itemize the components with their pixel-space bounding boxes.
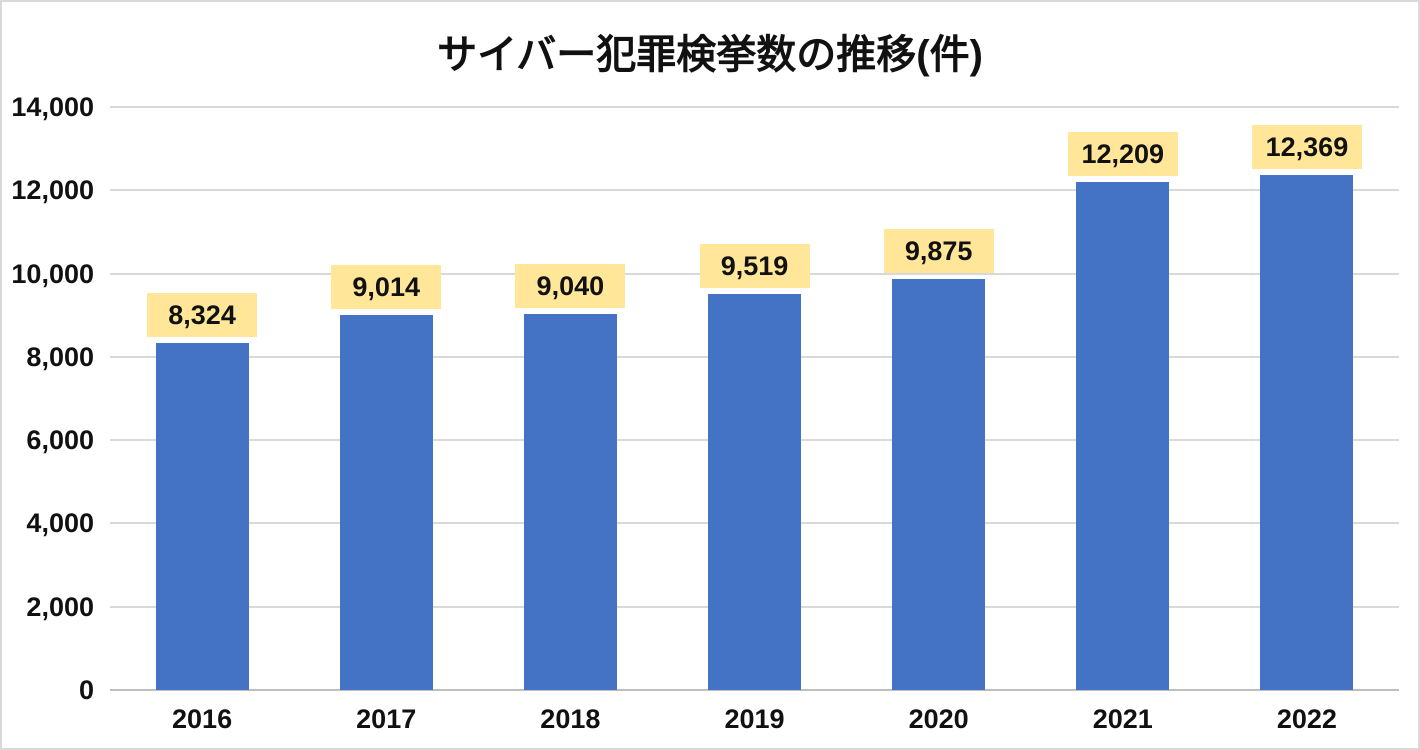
y-tick-label: 8,000 — [26, 341, 94, 372]
x-tick-label-2021: 2021 — [1092, 704, 1153, 734]
y-tick-label: 4,000 — [26, 508, 94, 539]
x-tick-label-2020: 2020 — [908, 704, 969, 734]
bar-2022 — [1260, 174, 1354, 690]
y-tick-label: 10,000 — [11, 258, 94, 289]
value-label-2020: 9,875 — [883, 228, 994, 273]
y-tick-label: 2,000 — [26, 591, 94, 622]
value-label-2019: 9,519 — [699, 243, 810, 288]
value-label-2021: 12,209 — [1067, 131, 1178, 176]
value-label-2016: 8,324 — [147, 293, 258, 338]
bar-2019 — [708, 293, 801, 690]
bar-2016 — [155, 343, 249, 690]
x-tick-label-2022: 2022 — [1276, 704, 1337, 734]
y-tick-label: 12,000 — [11, 175, 94, 206]
bar-2020 — [892, 278, 986, 690]
gridline — [110, 106, 1399, 108]
chart-title: サイバー犯罪検挙数の推移(件) — [437, 33, 983, 77]
bar-2018 — [523, 313, 617, 690]
x-tick-label-2017: 2017 — [356, 704, 417, 734]
value-label-2022: 12,369 — [1251, 124, 1362, 169]
bar-2017 — [339, 314, 433, 690]
x-axis-line — [110, 689, 1399, 691]
y-tick-label: 14,000 — [11, 92, 94, 122]
x-tick-label-2016: 2016 — [172, 704, 233, 734]
value-label-2018: 9,040 — [515, 263, 626, 308]
value-label-2017: 9,014 — [331, 264, 442, 309]
bar-2021 — [1076, 181, 1170, 690]
gridline — [110, 189, 1399, 192]
x-tick-label-2019: 2019 — [724, 704, 785, 734]
y-tick-label: 6,000 — [26, 425, 94, 456]
y-tick-label: 0 — [78, 675, 94, 705]
x-tick-label-2018: 2018 — [540, 704, 601, 734]
